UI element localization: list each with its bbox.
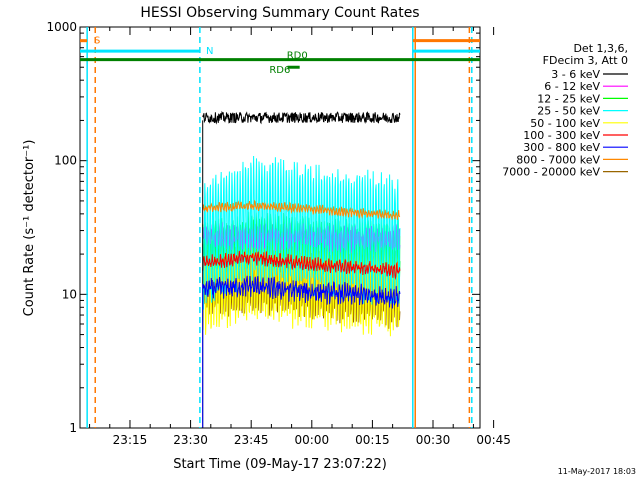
series-line xyxy=(202,250,401,280)
x-tick-label: 00:30 xyxy=(416,433,451,447)
legend-label: 7000 - 20000 keV xyxy=(502,166,600,179)
y-tick-label: 1 xyxy=(69,421,77,435)
flag-label: N xyxy=(206,46,213,57)
legend-header-line1: Det 1,3,6, xyxy=(573,42,628,55)
x-axis-label: Start Time (09-May-17 23:07:22) xyxy=(173,457,387,472)
legend-header-line2: FDecim 3, Att 0 xyxy=(543,54,628,67)
x-tick-label: 23:30 xyxy=(173,433,208,447)
x-tick-label: 00:00 xyxy=(295,433,330,447)
plot-area xyxy=(202,110,401,428)
y-tick-label: 100 xyxy=(54,154,77,168)
legend-label: 800 - 7000 keV xyxy=(516,153,600,166)
legend-label: 3 - 6 keV xyxy=(551,68,600,81)
x-tick-label: 00:15 xyxy=(355,433,390,447)
y-tick-label: 10 xyxy=(62,287,77,301)
flag-markers: S N RD0 RD6 xyxy=(80,27,480,428)
y-axis-label: Count Rate (s⁻¹ detector⁻¹) xyxy=(22,140,37,317)
legend-label: 50 - 100 keV xyxy=(530,117,600,130)
legend-label: 12 - 25 keV xyxy=(537,92,600,105)
series-line xyxy=(202,155,401,310)
flag-label: RD6 xyxy=(269,65,290,76)
axes: 23:15 23:30 23:45 00:00 00:15 00:30 00:45 1 10 10… xyxy=(46,20,510,447)
legend-label: 6 - 12 keV xyxy=(544,80,600,93)
flag-label: RD0 xyxy=(287,51,308,62)
flag-label: S xyxy=(94,36,100,47)
y-tick-label: 1000 xyxy=(46,20,77,34)
plot-frame xyxy=(79,26,481,429)
x-tick-label: 23:15 xyxy=(113,433,148,447)
series-line xyxy=(202,110,401,125)
series-line xyxy=(202,275,401,309)
x-tick-label: 23:45 xyxy=(234,433,269,447)
series-line xyxy=(202,199,401,220)
legend-label: 100 - 300 keV xyxy=(523,129,600,142)
chart-title: HESSI Observing Summary Count Rates xyxy=(140,5,419,21)
legend-label: 25 - 50 keV xyxy=(537,105,600,118)
legend-label: 300 - 800 keV xyxy=(523,141,600,154)
footer-date: 11-May-2017 18:03 xyxy=(558,467,636,476)
x-tick-label: 00:45 xyxy=(476,433,511,447)
